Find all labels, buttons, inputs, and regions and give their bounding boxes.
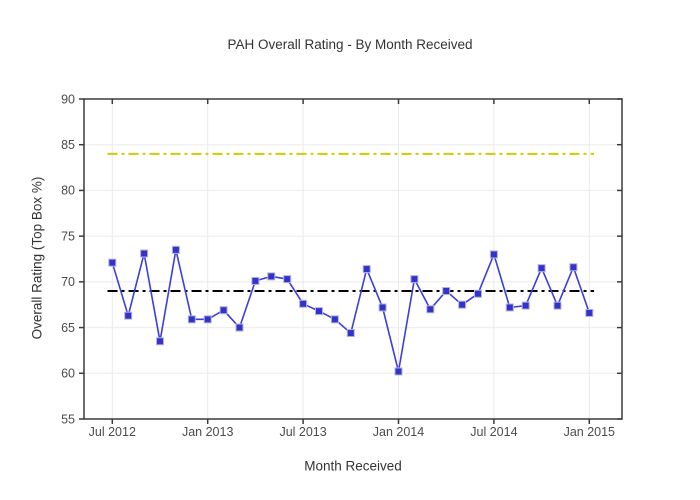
data-point-marker[interactable] [108,258,117,267]
y-tick-label: 85 [61,138,75,152]
data-point-marker[interactable] [219,306,228,315]
data-point-marker[interactable] [569,263,578,272]
x-tick-label: Jan 2015 [564,425,615,439]
data-point-marker[interactable] [315,307,323,316]
data-point-marker[interactable] [378,303,387,312]
plot-area[interactable]: 90 85 80 75 70 65 60 55 Jul 2012 Jan 2013 Jul 2013… [61,92,623,439]
data-point-marker[interactable] [124,311,133,320]
data-point-marker[interactable] [537,264,546,273]
data-point-marker[interactable] [346,329,355,338]
x-tick-label: Jul 2013 [279,425,326,439]
data-point-marker[interactable] [489,250,498,259]
data-point-marker[interactable] [283,275,292,284]
y-tick-label: 60 [61,367,75,381]
data-point-marker[interactable] [187,315,196,324]
data-point-marker[interactable] [203,315,212,324]
data-point-marker[interactable] [442,287,451,295]
y-tick-label: 65 [61,321,75,335]
x-tick-label: Jan 2014 [373,425,424,439]
data-point-marker[interactable] [394,367,403,376]
data-point-marker[interactable] [474,289,482,298]
data-point-marker[interactable] [426,305,435,314]
data-point-marker[interactable] [362,265,371,274]
data-point-marker[interactable] [410,275,419,284]
data-point-marker[interactable] [505,303,514,312]
data-point-marker[interactable] [251,276,260,285]
plot-border [83,98,623,420]
data-point-marker[interactable] [299,299,308,308]
y-tick-label: 90 [61,92,75,106]
data-point-marker[interactable] [140,249,149,258]
data-point-marker[interactable] [521,301,530,310]
x-tick-label: Jul 2014 [470,425,517,439]
y-axis-title: Overall Rating (Top Box %) [29,176,45,340]
data-point-marker[interactable] [458,300,467,309]
x-tick-label: Jul 2012 [89,425,136,439]
y-tick-label: 80 [61,184,75,198]
data-point-marker[interactable] [171,245,180,254]
data-point-marker[interactable] [235,323,244,332]
x-tick-label: Jan 2013 [182,425,233,439]
data-point-marker[interactable] [267,272,276,281]
data-point-marker[interactable] [553,301,562,310]
data-point-marker[interactable] [330,315,339,324]
y-tick-label: 75 [61,229,75,243]
y-tick-label: 55 [61,412,75,426]
chart-title: PAH Overall Rating - By Month Received [227,37,473,52]
x-axis-title: Month Received [304,458,402,474]
data-line [111,249,591,373]
data-point-marker[interactable] [156,337,164,346]
data-point-marker[interactable] [585,308,594,317]
y-tick-label: 70 [61,275,75,289]
